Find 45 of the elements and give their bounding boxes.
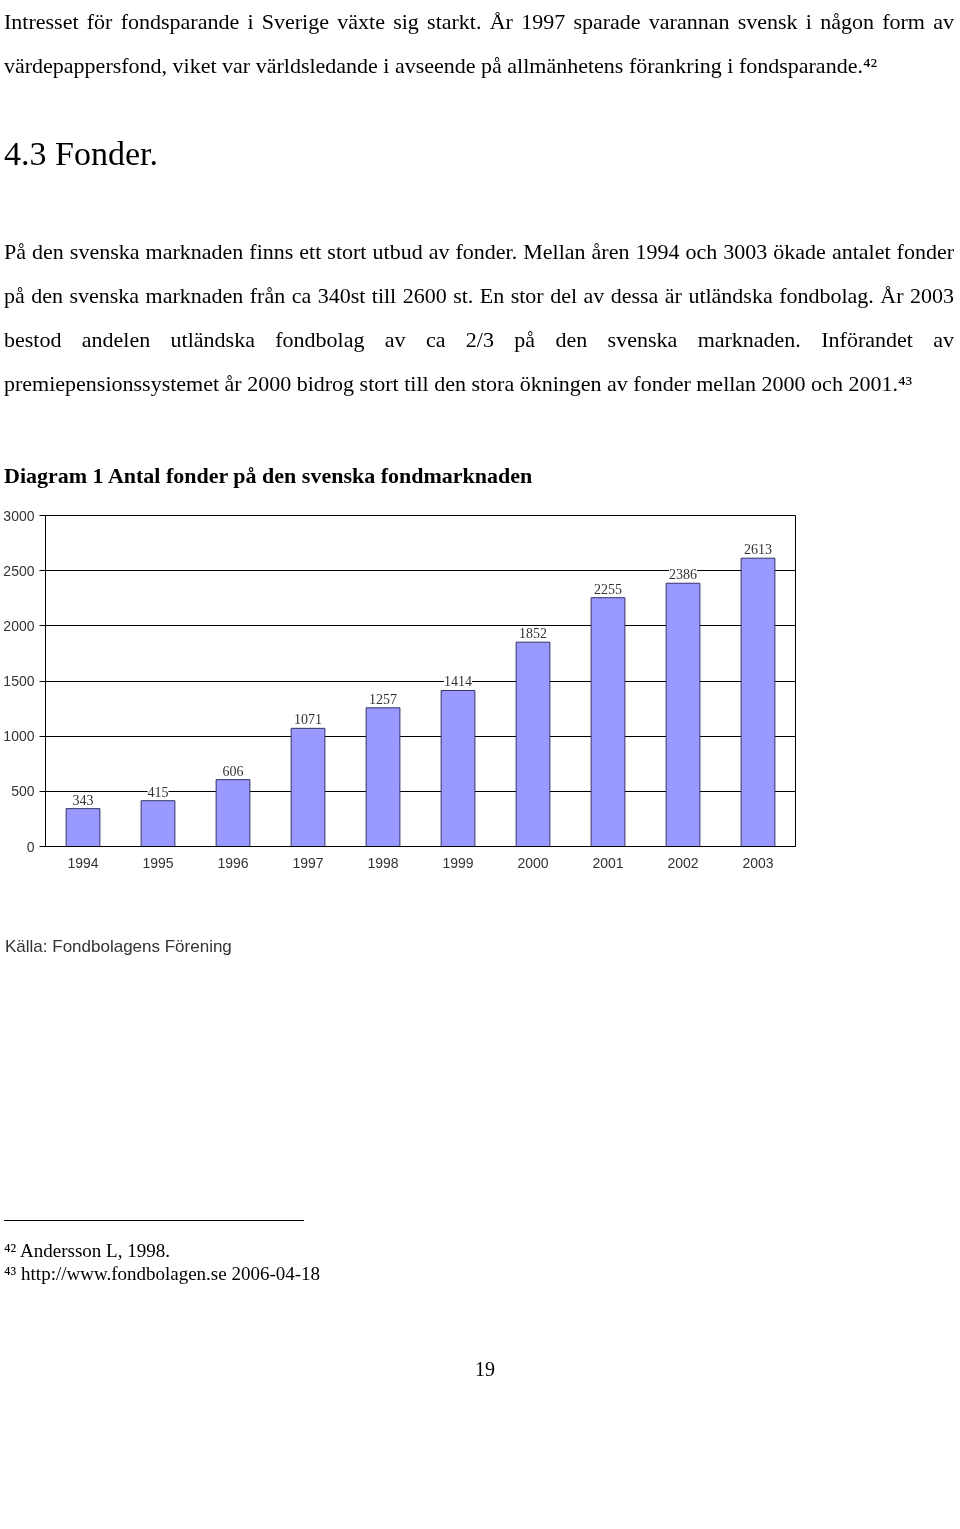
y-tick-label: 2000 bbox=[3, 617, 35, 634]
bar bbox=[515, 641, 551, 847]
data-label: 343 bbox=[72, 792, 94, 808]
x-tick-label: 1994 bbox=[67, 854, 99, 871]
data-label: 2255 bbox=[594, 581, 622, 597]
text: På den svenska marknaden finns ett stort utbud av fonder. Mellan åren 1994 och 3003 ökade antalet fonder på den svenska marknaden från ca 340st till 2600 st. En stor del av dessa är utländska fondbolag. År 2003 bestod andelen utländska fondbolag av ca 2/3 på den svenska marknaden. Införandet av premiepensionssystemet år 2000 bidrog stort till den stora ökningen av fonder mellan 2000 och 2001.⁴³ bbox=[4, 238, 954, 398]
y-tick-label: 1000 bbox=[3, 728, 35, 745]
bar bbox=[290, 727, 326, 847]
data-label: 415 bbox=[147, 784, 169, 800]
text: Källa: Fondbolagens Förening bbox=[5, 936, 232, 958]
text: 19 bbox=[475, 1357, 495, 1382]
x-tick-label: 2001 bbox=[592, 854, 624, 871]
y-tick-label: 2500 bbox=[3, 562, 35, 579]
data-label: 1071 bbox=[294, 712, 322, 728]
x-tick-label: 2002 bbox=[667, 854, 699, 871]
bar bbox=[65, 808, 101, 847]
x-tick-label: 1996 bbox=[217, 854, 249, 871]
text: Intresset för fondsparande i Sverige växte sig starkt. År 1997 sparade varannan svensk i någon form av värdepappersfond, viket var världsledande i avseende på allmänhetens förankring i fondsparande.⁴² bbox=[4, 8, 954, 80]
x-tick-label: 1998 bbox=[367, 854, 399, 871]
x-tick-label: 2000 bbox=[517, 854, 549, 871]
y-tick-label: 500 bbox=[11, 783, 35, 800]
text: 4.3 Fonder. bbox=[4, 134, 158, 174]
bar bbox=[665, 582, 701, 847]
x-tick-label: 1997 bbox=[292, 854, 324, 871]
bar bbox=[440, 689, 476, 847]
data-label: 1257 bbox=[369, 691, 397, 707]
bar bbox=[590, 597, 626, 847]
data-label: 1414 bbox=[444, 674, 472, 690]
bar bbox=[740, 557, 776, 847]
x-tick-label: 1999 bbox=[442, 854, 474, 871]
chart-title: Diagram 1 Antal fonder på den svenska fondmarknaden bbox=[4, 462, 533, 490]
data-label: 2386 bbox=[669, 567, 697, 583]
y-tick-label: 3000 bbox=[3, 507, 35, 524]
y-tick-label: 1500 bbox=[3, 673, 35, 689]
bar bbox=[365, 707, 401, 847]
x-tick-label: 1995 bbox=[142, 854, 174, 871]
text: ⁴² Andersson L, 1998. bbox=[4, 1239, 170, 1263]
y-tick-label: 0 bbox=[26, 838, 35, 855]
data-label: 1852 bbox=[519, 626, 547, 642]
bar bbox=[140, 800, 176, 847]
data-label: 2613 bbox=[744, 542, 772, 558]
x-tick-label: 2003 bbox=[742, 854, 774, 871]
bar bbox=[215, 779, 251, 847]
data-label: 606 bbox=[222, 763, 244, 779]
text: ⁴³ http://www.fondbolagen.se 2006-04-18 bbox=[4, 1262, 321, 1286]
